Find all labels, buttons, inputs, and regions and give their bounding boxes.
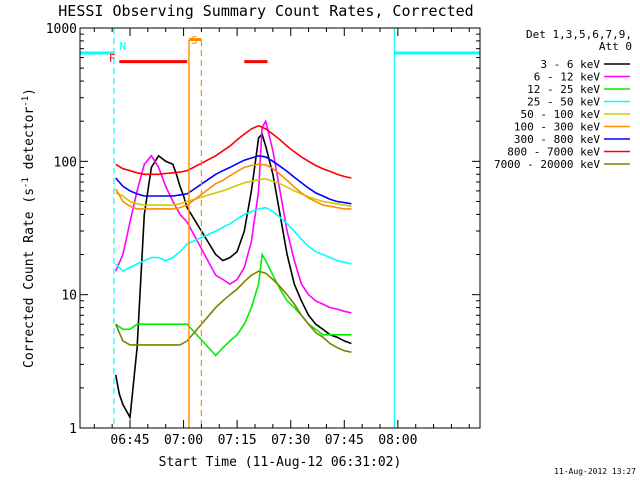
series-line-3 [115, 206, 352, 273]
legend-label-6: 300 - 800 keV [514, 133, 600, 146]
y-axis-label-end: ) [22, 88, 37, 96]
series-line-5 [115, 163, 352, 210]
marker-layer: N S F [80, 28, 480, 428]
legend-label-5: 100 - 300 keV [514, 121, 600, 134]
legend-title-detectors: Det 1,3,5,6,7,9, [526, 28, 632, 41]
legend-title-attenuator: Att 0 [599, 40, 632, 53]
y-tick-label-1: 10 [61, 289, 77, 304]
y-axis-label-sup2: -1 [21, 96, 31, 107]
series-line-8 [114, 270, 352, 353]
series-line-2 [115, 252, 352, 357]
y-tick-label-2: 100 [54, 155, 77, 170]
series-line-4 [115, 177, 352, 208]
y-axis-ticks: 1 10 100 1000 [46, 22, 480, 437]
series-line-0 [114, 132, 352, 421]
y-axis-label-mid: detector [22, 107, 37, 178]
x-tick-label-1: 07:00 [164, 433, 203, 448]
legend-label-4: 50 - 100 keV [521, 108, 601, 121]
marker-label-f: F [109, 52, 116, 65]
series-line-6 [115, 154, 352, 205]
x-tick-label-4: 07:45 [325, 433, 364, 448]
marker-label-s: S [191, 34, 198, 47]
y-axis-label: Corrected Count Rate (s-1 detector-1) [21, 88, 37, 368]
series-line-1 [114, 119, 352, 314]
marker-label-n: N [120, 40, 127, 53]
footer-timestamp: 11-Aug-2012 13:27 [554, 467, 636, 476]
chart-title: HESSI Observing Summary Count Rates, Cor… [58, 2, 473, 20]
legend-label-0: 3 - 6 keV [540, 58, 600, 71]
series-line-7 [115, 124, 352, 179]
x-tick-label-2: 07:15 [218, 433, 257, 448]
legend-label-8: 7000 - 20000 keV [494, 158, 600, 171]
y-axis-label-sup1: -1 [21, 177, 31, 188]
series-layer [114, 119, 352, 421]
x-tick-label-0: 06:45 [110, 433, 149, 448]
x-tick-label-5: 08:00 [378, 433, 417, 448]
legend-label-3: 25 - 50 keV [527, 96, 600, 109]
legend-label-2: 12 - 25 keV [527, 83, 600, 96]
legend-label-7: 800 - 7000 keV [507, 146, 600, 159]
y-tick-label-0: 1 [69, 422, 77, 437]
plot-frame [79, 27, 481, 429]
legend-label-1: 6 - 12 keV [534, 71, 601, 84]
y-tick-label-3: 1000 [46, 22, 77, 37]
x-tick-label-3: 07:30 [271, 433, 310, 448]
x-axis-label: Start Time (11-Aug-12 06:31:02) [159, 455, 402, 470]
y-axis-label-main: Corrected Count Rate (s [22, 188, 37, 368]
x-axis-ticks: 06:45 07:00 07:15 07:30 07:45 08:00 [93, 28, 470, 448]
